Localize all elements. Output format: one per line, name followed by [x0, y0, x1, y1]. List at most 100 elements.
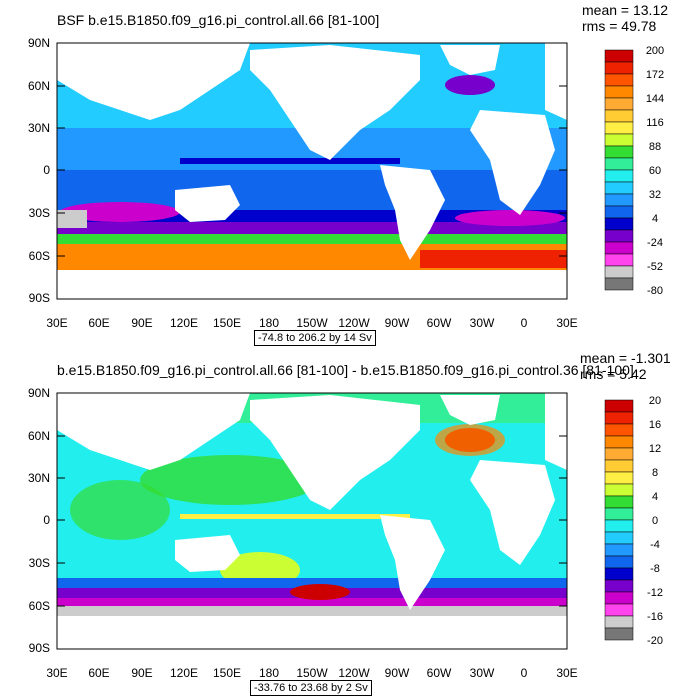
grey-patch	[57, 210, 87, 228]
lon-label: 30E	[46, 666, 68, 680]
gyre-indian	[60, 202, 180, 222]
colorbar-label: 32	[648, 189, 662, 201]
eurasia	[57, 393, 250, 470]
colorbar-swatch	[604, 49, 634, 63]
lon-label: 60E	[88, 316, 110, 330]
colorbar-label: -52	[647, 261, 663, 273]
colorbar-swatch	[604, 447, 634, 461]
colorbar-swatch	[604, 61, 634, 75]
acc-blue	[57, 578, 567, 588]
lon-label: 120E	[169, 316, 199, 330]
colorbar-swatch	[604, 121, 634, 135]
eurasia	[57, 43, 250, 120]
colorbar-swatch	[604, 615, 634, 629]
lon-label: 60W	[426, 316, 452, 330]
lon-label: 30E	[556, 666, 578, 680]
colorbar-swatch	[604, 181, 634, 195]
lon-label: 90E	[131, 666, 153, 680]
lon-label: 0	[520, 666, 528, 680]
map-title: BSF b.e15.B1850.f09_g16.pi_control.all.6…	[57, 12, 380, 28]
rms-value: rms = 5.42	[580, 366, 647, 382]
lat-label: 30N	[27, 471, 50, 485]
africa	[470, 110, 555, 215]
lon-label: 150W	[296, 666, 328, 680]
colorbar-label: 4	[651, 213, 659, 225]
lon-label: 150E	[212, 666, 242, 680]
colorbar-swatch	[604, 591, 634, 605]
lon-label: 120W	[338, 666, 370, 680]
colorbar-label: -12	[647, 587, 663, 599]
lat-label: 30N	[27, 121, 50, 135]
pacific-green	[140, 455, 320, 505]
mean-value: mean = 13.12	[582, 2, 669, 18]
lat-label: 90N	[27, 36, 50, 50]
colorbar-label: -4	[650, 539, 660, 551]
lon-label: 30E	[46, 316, 68, 330]
lon-label: 180	[258, 316, 280, 330]
colorbar-swatch	[604, 471, 634, 485]
colorbar-swatch	[604, 85, 634, 99]
colorbar-label: 144	[645, 93, 665, 105]
colorbar-swatch	[604, 193, 634, 207]
colorbar-label: 4	[651, 491, 659, 503]
equatorial-band	[180, 514, 410, 519]
greenland	[440, 45, 500, 75]
colorbar-label: 116	[646, 117, 664, 129]
lat-label: 90N	[27, 386, 50, 400]
lat-ticks	[57, 392, 567, 607]
colorbar-swatch	[604, 579, 634, 593]
map-title: b.e15.B1850.f09_g16.pi_control.all.66 [8…	[57, 362, 634, 378]
mean-value: mean = -1.301	[580, 350, 671, 366]
colorbar-swatch	[604, 459, 634, 473]
colorbar-swatch	[604, 531, 634, 545]
lon-label: 0	[520, 316, 528, 330]
lon-label: 150W	[296, 316, 328, 330]
colorbar-swatch	[604, 519, 634, 533]
gyre-atlantic	[455, 210, 565, 226]
lat-label: 90S	[28, 641, 50, 655]
lat-label: 0	[43, 513, 50, 527]
colorbar-swatch	[604, 411, 634, 425]
colorbar-label: 88	[648, 141, 662, 153]
europe-right	[545, 43, 567, 120]
bsf-diff-map	[56, 392, 634, 650]
lat-ticks	[57, 42, 567, 257]
colorbar	[604, 49, 634, 291]
acc-magenta	[57, 598, 567, 606]
gyre-north-atlantic	[445, 75, 495, 95]
colorbar-label: 8	[651, 467, 659, 479]
colorbar-swatch	[604, 423, 634, 437]
colorbar-swatch	[604, 145, 634, 159]
lon-label: 30W	[469, 666, 495, 680]
australia	[175, 535, 240, 572]
colorbar-label: -8	[650, 563, 660, 575]
equatorial-band	[180, 158, 400, 164]
colorbar-swatch	[604, 169, 634, 183]
colorbar-swatch	[604, 133, 634, 147]
colorbar-label: 60	[648, 165, 662, 177]
colorbar-swatch	[604, 543, 634, 557]
rms-value: rms = 49.78	[582, 18, 657, 34]
colorbar-swatch	[604, 157, 634, 171]
colorbar-swatch	[604, 217, 634, 231]
colorbar-swatch	[604, 241, 634, 255]
colorbar-swatch	[604, 435, 634, 449]
acc-red-patch	[290, 584, 350, 600]
north-atlantic-orange	[435, 424, 505, 456]
lon-label: 120E	[169, 666, 199, 680]
colorbar-swatch	[604, 109, 634, 123]
colorbar	[604, 399, 634, 641]
lon-label: 30E	[556, 316, 578, 330]
colorbar-swatch	[604, 73, 634, 87]
lon-label: 150E	[212, 316, 242, 330]
lat-label: 60N	[27, 429, 50, 443]
indian-green	[70, 480, 170, 540]
bsf-map-panel: BSF b.e15.B1850.f09_g16.pi_control.all.6…	[0, 0, 700, 346]
colorbar-label: -20	[647, 635, 663, 647]
lat-label: 60N	[27, 79, 50, 93]
south-america	[380, 515, 445, 610]
lon-label: 60W	[426, 666, 452, 680]
colorbar-label: 0	[651, 515, 659, 527]
lat-label: 90S	[28, 291, 50, 305]
colorbar-swatch	[604, 277, 634, 291]
